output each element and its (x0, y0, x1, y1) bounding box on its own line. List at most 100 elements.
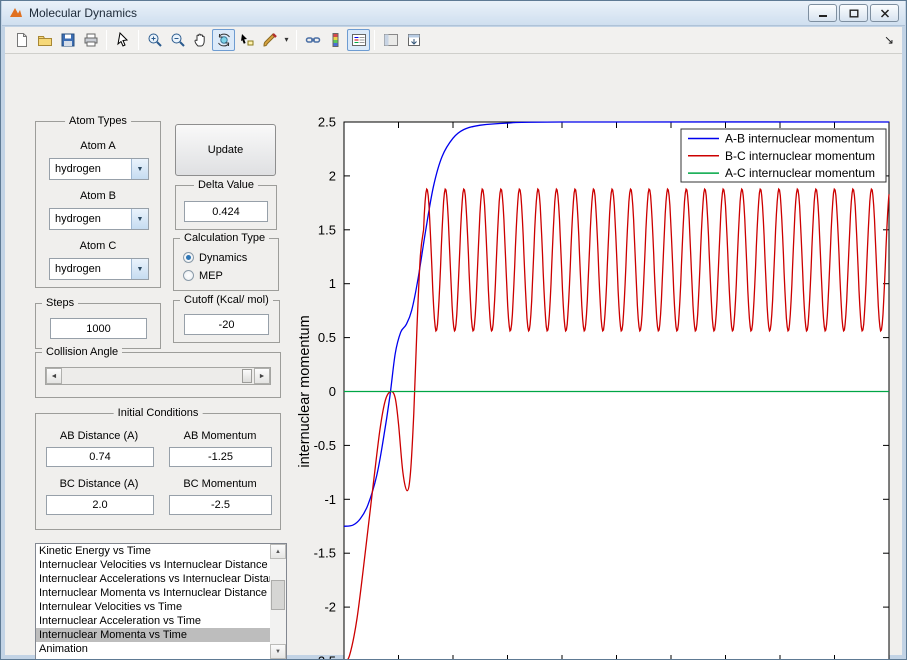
toolbar-separator (106, 30, 107, 50)
dropdown-arrow-icon[interactable]: ▼ (131, 209, 148, 229)
toolbar-separator (296, 30, 297, 50)
y-tick-label: 2 (329, 168, 336, 183)
pan-button[interactable] (189, 29, 212, 51)
insert-colorbar-icon (328, 32, 344, 48)
maximize-button[interactable] (839, 4, 868, 22)
list-item[interactable]: Internuclear Momenta vs Time (36, 628, 270, 642)
slider-left-arrow-icon[interactable]: ◄ (46, 368, 62, 384)
atom-types-panel: Atom Types Atom A hydrogen ▼ Atom B hydr… (35, 121, 161, 288)
initial-conditions-panel: Initial Conditions AB Distance (A) AB Mo… (35, 413, 281, 530)
dropdown-arrow-icon[interactable]: ▼ (131, 159, 148, 179)
scroll-up-icon[interactable]: ▲ (270, 544, 286, 559)
insert-colorbar-button[interactable] (324, 29, 347, 51)
list-item[interactable]: Kinetic Energy vs Time (36, 544, 270, 558)
link-plot-icon (305, 32, 321, 48)
y-tick-label: 1.5 (318, 222, 336, 237)
initial-conditions-title: Initial Conditions (114, 407, 203, 419)
delta-value-input[interactable] (184, 201, 268, 222)
atom-b-label: Atom B (36, 190, 160, 202)
window-controls (808, 4, 905, 22)
save-button[interactable] (56, 29, 79, 51)
app-window: Molecular Dynamics ▾ ↘ Atom Types Atom A … (0, 0, 907, 660)
radio-dynamics[interactable]: Dynamics (183, 251, 247, 264)
atom-a-value: hydrogen (50, 163, 131, 175)
zoom-in-button[interactable] (143, 29, 166, 51)
atom-b-dropdown[interactable]: hydrogen ▼ (49, 208, 149, 230)
brush-button[interactable] (258, 29, 281, 51)
legend-label: B-C internuclear momentum (725, 149, 875, 163)
atom-c-dropdown[interactable]: hydrogen ▼ (49, 258, 149, 280)
slider-right-arrow-icon[interactable]: ► (254, 368, 270, 384)
list-item[interactable]: Internulear Velocities vs Time (36, 600, 270, 614)
legend[interactable]: A-B internuclear momentum B-C internuclea… (681, 129, 886, 182)
link-plot-button[interactable] (301, 29, 324, 51)
vertical-scrollbar[interactable]: ▲ ▼ (270, 544, 286, 659)
ab-momentum-label: AB Momentum (162, 430, 278, 442)
radio-button-icon (183, 270, 194, 281)
minimize-button[interactable] (808, 4, 837, 22)
close-button[interactable] (870, 4, 899, 22)
close-icon (880, 9, 890, 18)
y-tick-label: 0 (329, 384, 336, 399)
y-tick-label: -2 (324, 600, 336, 615)
save-icon (60, 32, 76, 48)
data-cursor-icon (239, 32, 255, 48)
listbox-items: Kinetic Energy vs TimeInternuclear Veloc… (36, 544, 270, 659)
toolbar-overflow-arrow-icon[interactable]: ↘ (884, 33, 902, 47)
legend-label: A-B internuclear momentum (725, 132, 874, 146)
list-item[interactable]: Internuclear Velocities vs Internuclear … (36, 558, 270, 572)
bc-distance-input[interactable] (46, 495, 154, 515)
update-button[interactable]: Update (175, 124, 276, 176)
title-bar: Molecular Dynamics (2, 1, 905, 26)
zoom-out-button[interactable] (166, 29, 189, 51)
list-item[interactable]: Internuclear Accelerations vs Internucle… (36, 572, 270, 586)
dropdown-arrow-icon[interactable]: ▼ (131, 259, 148, 279)
dock-figure-button[interactable] (402, 29, 425, 51)
toolbar-separator (138, 30, 139, 50)
slider-thumb[interactable] (242, 369, 252, 383)
hide-plot-tools-button[interactable] (379, 29, 402, 51)
y-axis-label: internuclear momentum (297, 315, 313, 467)
slider-track[interactable] (62, 368, 254, 384)
delta-value-title: Delta Value (194, 179, 258, 191)
ab-distance-input[interactable] (46, 447, 154, 467)
edit-cursor-icon (115, 32, 131, 48)
y-tick-label: -1.5 (314, 546, 336, 561)
steps-input[interactable] (50, 318, 147, 339)
open-file-button[interactable] (33, 29, 56, 51)
y-tick-label: -1 (324, 492, 336, 507)
open-file-icon (37, 32, 53, 48)
y-tick-label: 0.5 (318, 330, 336, 345)
list-item[interactable]: Internuclear Momenta vs Internuclear Dis… (36, 586, 270, 600)
cutoff-title: Cutoff (Kcal/ mol) (180, 294, 273, 306)
insert-legend-button[interactable] (347, 29, 370, 51)
calculation-type-panel: Calculation Type Dynamics MEP (173, 238, 279, 291)
data-cursor-button[interactable] (235, 29, 258, 51)
scroll-down-icon[interactable]: ▼ (270, 644, 286, 659)
brush-dropdown-arrow-icon[interactable]: ▾ (281, 29, 292, 51)
radio-mep[interactable]: MEP (183, 269, 223, 282)
rotate-3d-icon (216, 32, 232, 48)
collision-angle-panel: Collision Angle ◄ ► (35, 352, 281, 398)
rotate-3d-button[interactable] (212, 29, 235, 51)
print-button[interactable] (79, 29, 102, 51)
edit-cursor-button[interactable] (111, 29, 134, 51)
delta-value-panel: Delta Value (175, 185, 277, 230)
atom-a-label: Atom A (36, 140, 160, 152)
new-file-icon (14, 32, 30, 48)
pan-icon (193, 32, 209, 48)
ab-momentum-input[interactable] (169, 447, 272, 467)
atom-a-dropdown[interactable]: hydrogen ▼ (49, 158, 149, 180)
atom-c-value: hydrogen (50, 263, 131, 275)
new-file-button[interactable] (10, 29, 33, 51)
list-item[interactable]: Internuclear Acceleration vs Time (36, 614, 270, 628)
plot-type-listbox[interactable]: Kinetic Energy vs TimeInternuclear Veloc… (35, 543, 287, 660)
collision-angle-slider[interactable]: ◄ ► (45, 367, 271, 385)
bc-momentum-input[interactable] (169, 495, 272, 515)
dock-figure-icon (406, 32, 422, 48)
radio-dynamics-label: Dynamics (199, 252, 247, 264)
vertical-scroll-thumb[interactable] (271, 580, 285, 610)
cutoff-input[interactable] (184, 314, 269, 335)
list-item[interactable]: Animation (36, 642, 270, 656)
radio-mep-label: MEP (199, 270, 223, 282)
